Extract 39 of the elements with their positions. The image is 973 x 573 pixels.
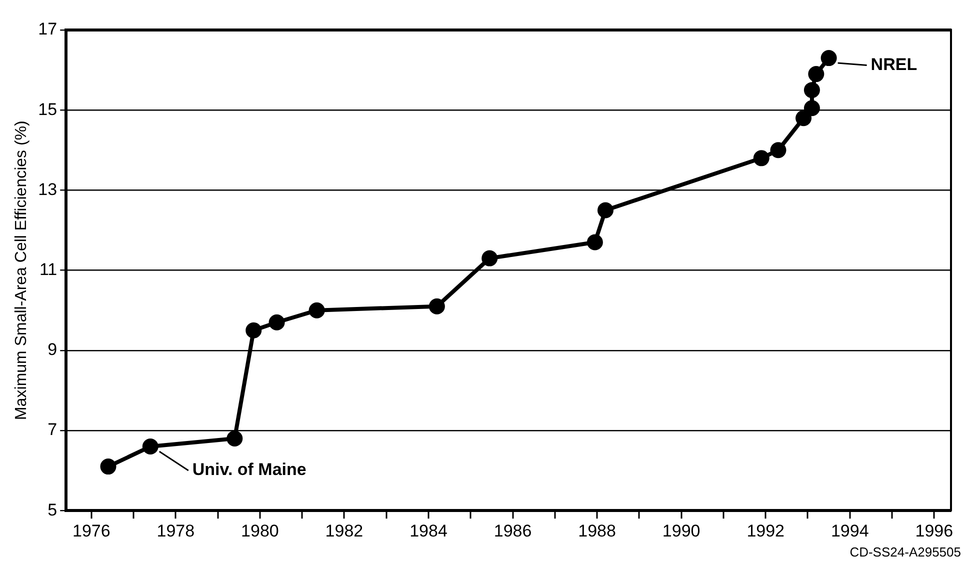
point <box>770 142 786 158</box>
x-tick-label: 1994 <box>830 521 869 540</box>
text: CD-SS24-A295505 <box>850 544 961 560</box>
point <box>586 234 603 250</box>
point <box>820 50 837 66</box>
y-tick-label: 13 <box>38 180 58 199</box>
point <box>808 66 824 82</box>
point <box>482 250 498 266</box>
point <box>753 150 770 166</box>
x-tick-label: 1978 <box>156 521 195 540</box>
y-tick-label: 7 <box>48 420 58 440</box>
point <box>268 314 285 330</box>
y-tick-label: 15 <box>38 100 58 119</box>
x-tick-label: 1982 <box>325 521 364 540</box>
point <box>226 430 243 447</box>
annotation: NREL <box>870 54 918 74</box>
y-tick-label: 11 <box>39 260 58 279</box>
point <box>142 438 158 455</box>
x-tick-label: 1984 <box>410 521 448 540</box>
x-tick-label: 1980 <box>241 521 279 540</box>
point <box>804 82 820 98</box>
x-tick-label: 1996 <box>915 521 954 540</box>
x-tick-label: 1990 <box>662 521 700 540</box>
y-tick-label: 5 <box>48 500 58 520</box>
y-tick-label: 9 <box>48 340 58 360</box>
y-axis-title: Maximum Small-Area Cell Efficiencies (%) <box>13 120 30 420</box>
point <box>308 302 325 318</box>
x-tick-label: 1988 <box>578 521 616 540</box>
point <box>246 322 262 338</box>
point <box>796 110 812 126</box>
point <box>804 100 820 116</box>
x-tick-label: 1992 <box>746 521 785 540</box>
x-tick-label: 1986 <box>494 521 532 540</box>
y-tick-label: 17 <box>38 20 58 39</box>
point <box>597 202 614 218</box>
point <box>100 458 116 475</box>
point <box>428 298 445 314</box>
x-tick-label: 1976 <box>72 521 110 540</box>
annotation: Univ. of Maine <box>192 460 306 480</box>
